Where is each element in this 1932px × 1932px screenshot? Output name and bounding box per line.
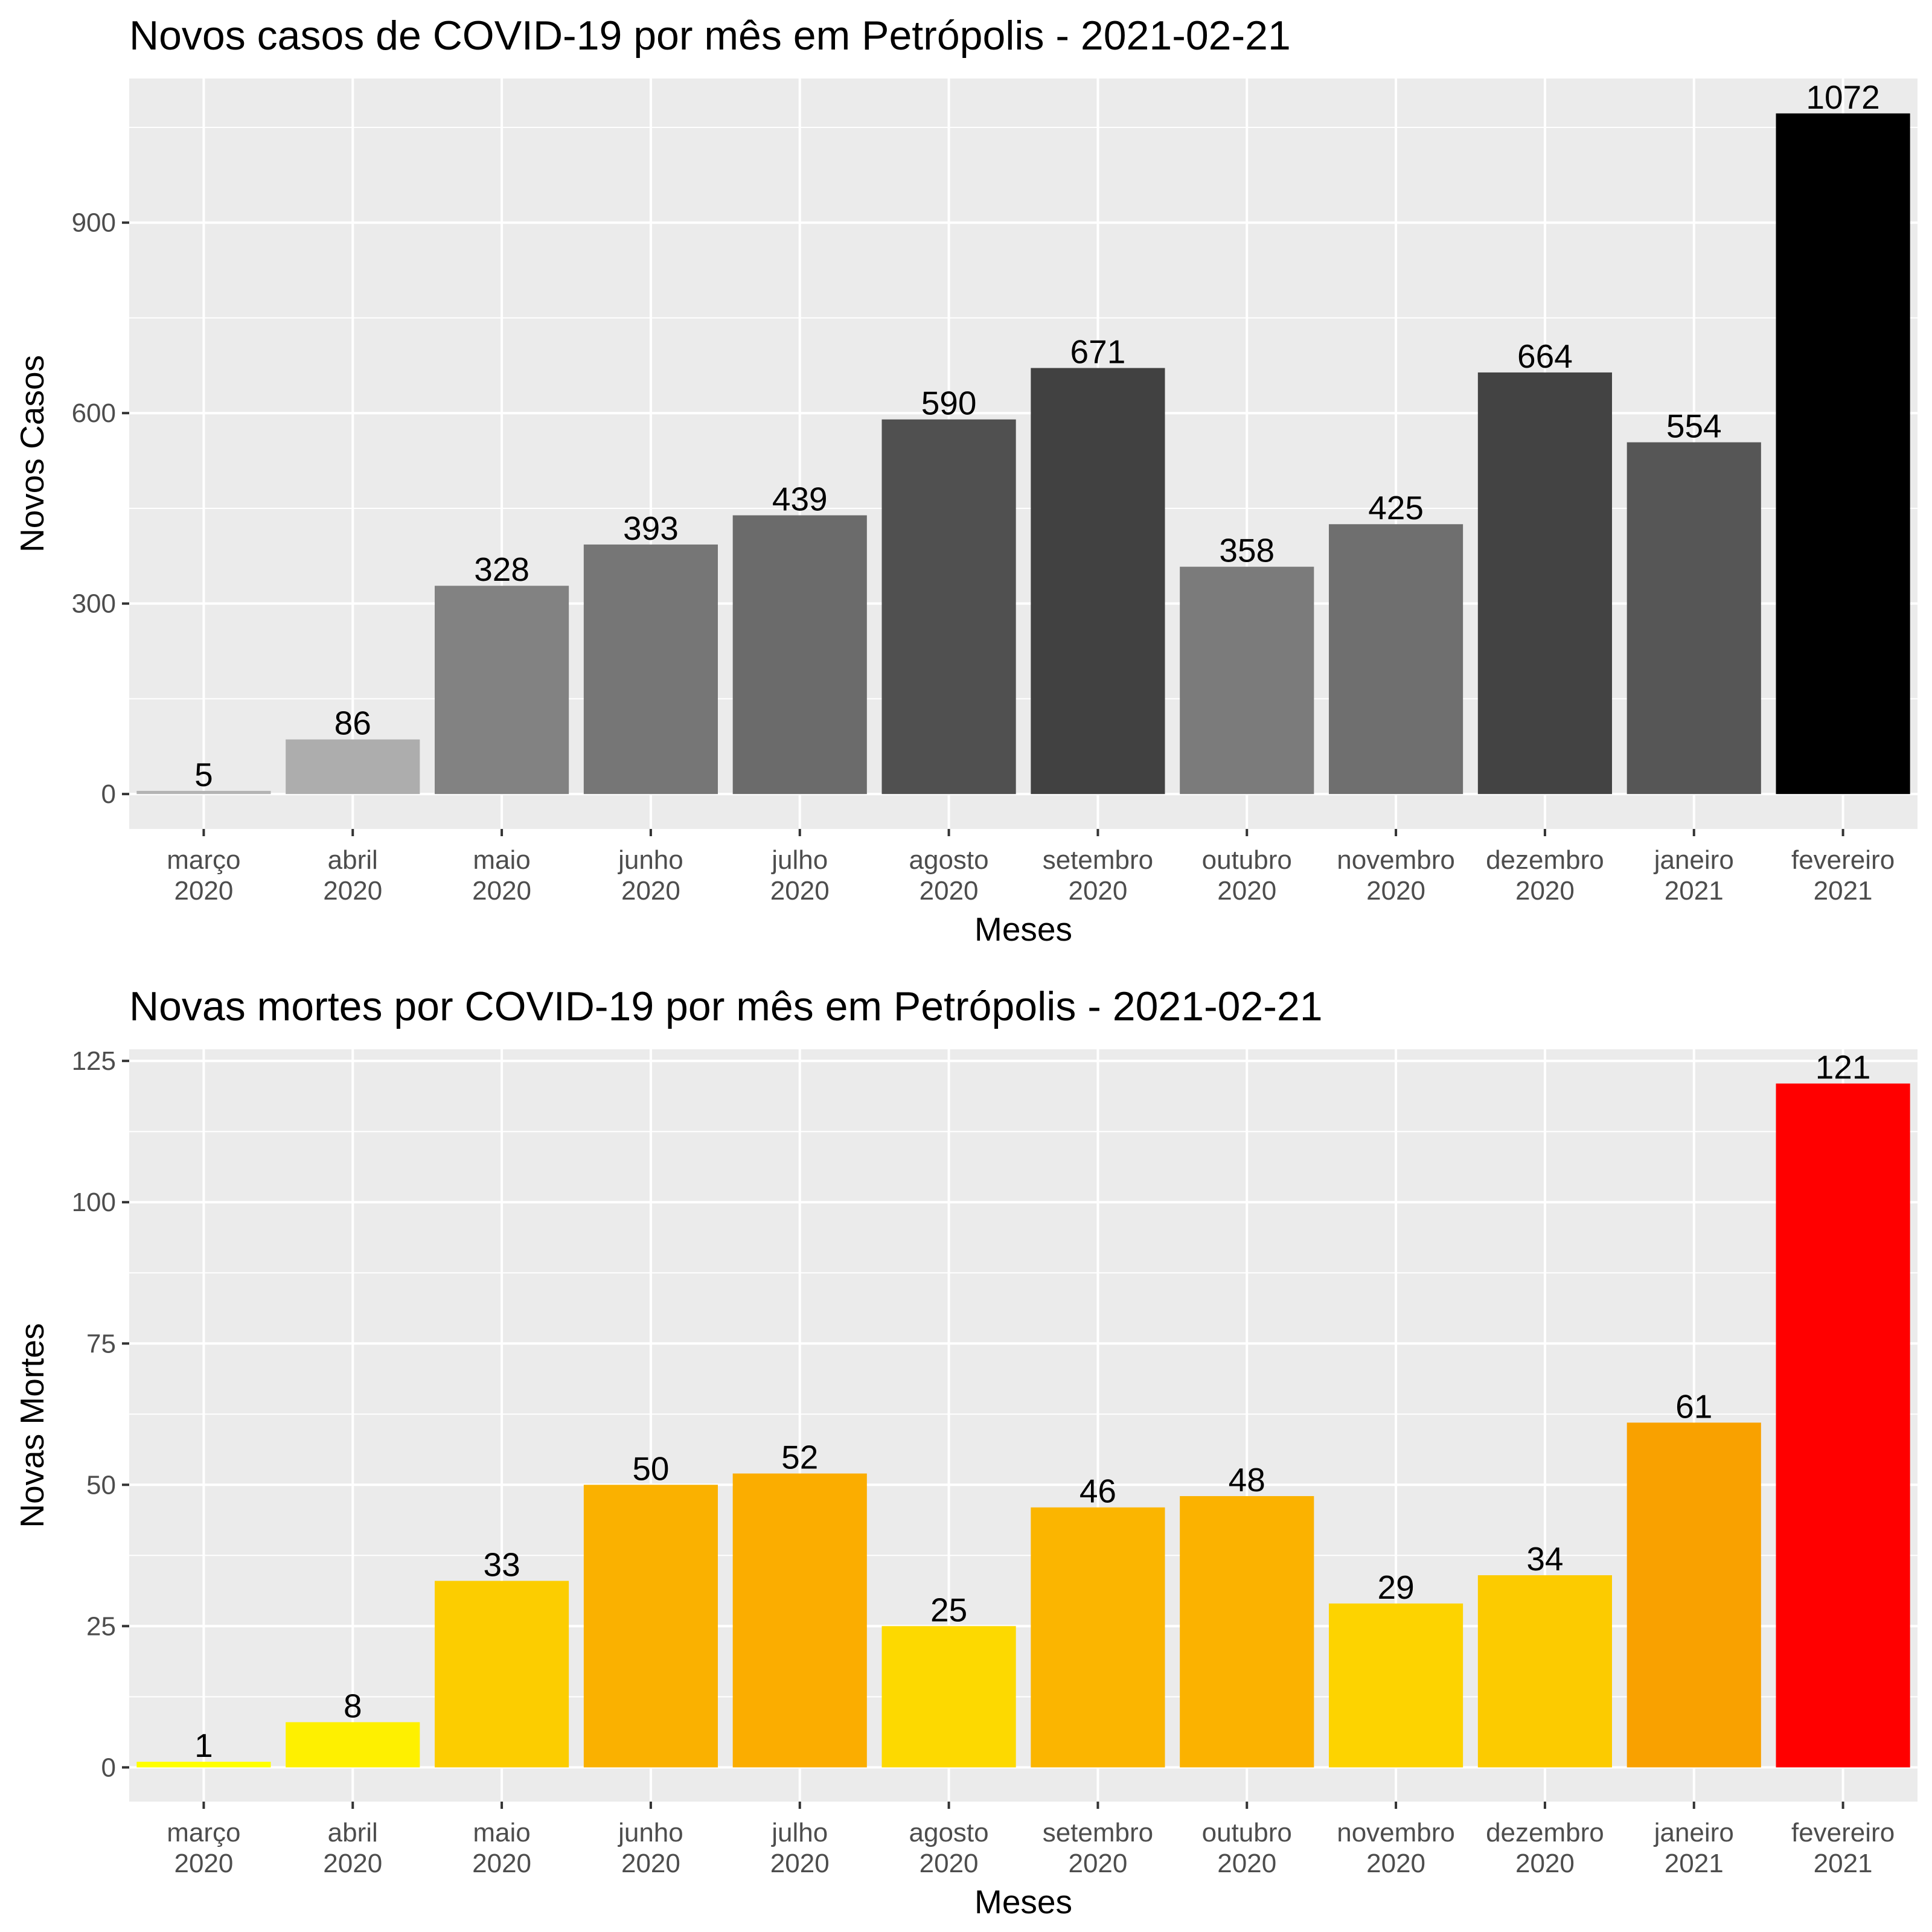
bar [286, 739, 420, 795]
bar [1031, 368, 1165, 795]
bar-value-label: 46 [1080, 1473, 1116, 1510]
deaths-chart: Novas mortes por COVID-19 por mês em Pet… [13, 984, 1918, 1921]
bar-value-label: 52 [781, 1439, 818, 1476]
x-tick-label: janeiro 2021 [1653, 845, 1734, 906]
bar [1180, 1496, 1314, 1768]
x-tick-label: novembro 2020 [1337, 1818, 1455, 1878]
bar-value-label: 664 [1517, 337, 1573, 375]
bar-value-label: 671 [1070, 333, 1126, 371]
bar-value-label: 25 [930, 1591, 967, 1628]
bar-value-label: 34 [1526, 1540, 1563, 1578]
bar [435, 1581, 569, 1768]
bar [136, 1762, 271, 1768]
y-tick-label: 0 [101, 1753, 116, 1782]
bar [1627, 1422, 1761, 1768]
plot-panel [129, 1049, 1918, 1802]
x-tick-label: março 2020 [167, 845, 240, 906]
x-axis-title: Meses [974, 1883, 1072, 1921]
bar-value-label: 86 [334, 705, 371, 742]
bar-value-label: 425 [1368, 489, 1424, 526]
y-tick-label: 0 [101, 779, 116, 809]
y-tick-label: 300 [72, 589, 116, 619]
x-tick-label: novembro 2020 [1337, 845, 1455, 906]
bar [1329, 524, 1463, 795]
bar [881, 1626, 1016, 1768]
y-axis-title: Novos Casos [13, 355, 51, 552]
x-tick-label: julho 2020 [770, 845, 830, 906]
bar [286, 1722, 420, 1768]
y-tick-label: 100 [72, 1188, 116, 1217]
x-tick-label: dezembro 2020 [1486, 1818, 1604, 1878]
bar [732, 515, 867, 795]
x-tick-label: dezembro 2020 [1486, 845, 1604, 906]
bar [435, 586, 569, 795]
y-tick-label: 25 [86, 1611, 116, 1641]
bar [881, 419, 1016, 795]
bar-value-label: 1072 [1806, 78, 1879, 116]
bar [1627, 442, 1761, 795]
bar [1776, 1083, 1910, 1768]
y-axis-title: Novas Mortes [13, 1323, 51, 1527]
bar-value-label: 48 [1229, 1461, 1265, 1499]
bar-value-label: 121 [1815, 1049, 1871, 1086]
plot-panel [129, 78, 1918, 829]
x-tick-label: maio 2020 [472, 1818, 531, 1878]
bar [1477, 1575, 1612, 1768]
x-tick-label: agosto 2020 [909, 845, 989, 906]
x-tick-label: outubro 2020 [1202, 1818, 1292, 1878]
bar [1776, 113, 1910, 795]
y-tick-label: 600 [72, 398, 116, 428]
cases-chart: Novos casos de COVID-19 por mês em Petró… [13, 13, 1918, 948]
bar [1329, 1603, 1463, 1768]
bar-value-label: 554 [1666, 408, 1722, 445]
y-tick-label: 125 [72, 1046, 116, 1076]
x-tick-label: outubro 2020 [1202, 845, 1292, 906]
bar [1477, 372, 1612, 795]
x-tick-label: abril 2020 [323, 1818, 382, 1878]
x-tick-label: março 2020 [167, 1818, 240, 1878]
bar [1031, 1507, 1165, 1768]
bar [583, 1485, 718, 1768]
x-axis-title: Meses [974, 910, 1072, 948]
y-tick-label: 900 [72, 208, 116, 238]
y-tick-label: 75 [86, 1329, 116, 1358]
bar-value-label: 8 [344, 1687, 362, 1724]
bar-value-label: 61 [1675, 1387, 1712, 1425]
bar [136, 790, 271, 795]
bar-value-label: 50 [632, 1450, 669, 1487]
x-tick-label: junho 2020 [617, 845, 683, 906]
bar [583, 544, 718, 795]
bar-value-label: 328 [474, 551, 529, 588]
x-tick-label: agosto 2020 [909, 1818, 989, 1878]
chart-title: Novas mortes por COVID-19 por mês em Pet… [129, 984, 1323, 1029]
x-tick-label: maio 2020 [472, 845, 531, 906]
x-tick-label: setembro 2020 [1043, 1818, 1153, 1878]
x-tick-label: julho 2020 [770, 1818, 830, 1878]
y-tick-label: 50 [86, 1470, 116, 1500]
x-tick-label: setembro 2020 [1043, 845, 1153, 906]
bar-value-label: 29 [1377, 1569, 1414, 1606]
bar-value-label: 358 [1219, 532, 1275, 569]
x-tick-label: abril 2020 [323, 845, 382, 906]
bar-value-label: 1 [194, 1727, 213, 1764]
x-tick-label: junho 2020 [617, 1818, 683, 1878]
bar-value-label: 439 [772, 481, 828, 518]
bar-value-label: 5 [194, 756, 213, 793]
x-tick-label: fevereiro 2021 [1791, 1818, 1895, 1878]
bar-value-label: 393 [623, 510, 679, 547]
x-tick-label: fevereiro 2021 [1791, 845, 1895, 906]
chart-title: Novos casos de COVID-19 por mês em Petró… [129, 13, 1291, 59]
bar-value-label: 590 [921, 385, 977, 422]
bar [1180, 566, 1314, 795]
bar-value-label: 33 [483, 1546, 520, 1583]
bar [732, 1473, 867, 1768]
x-tick-label: janeiro 2021 [1653, 1818, 1734, 1878]
